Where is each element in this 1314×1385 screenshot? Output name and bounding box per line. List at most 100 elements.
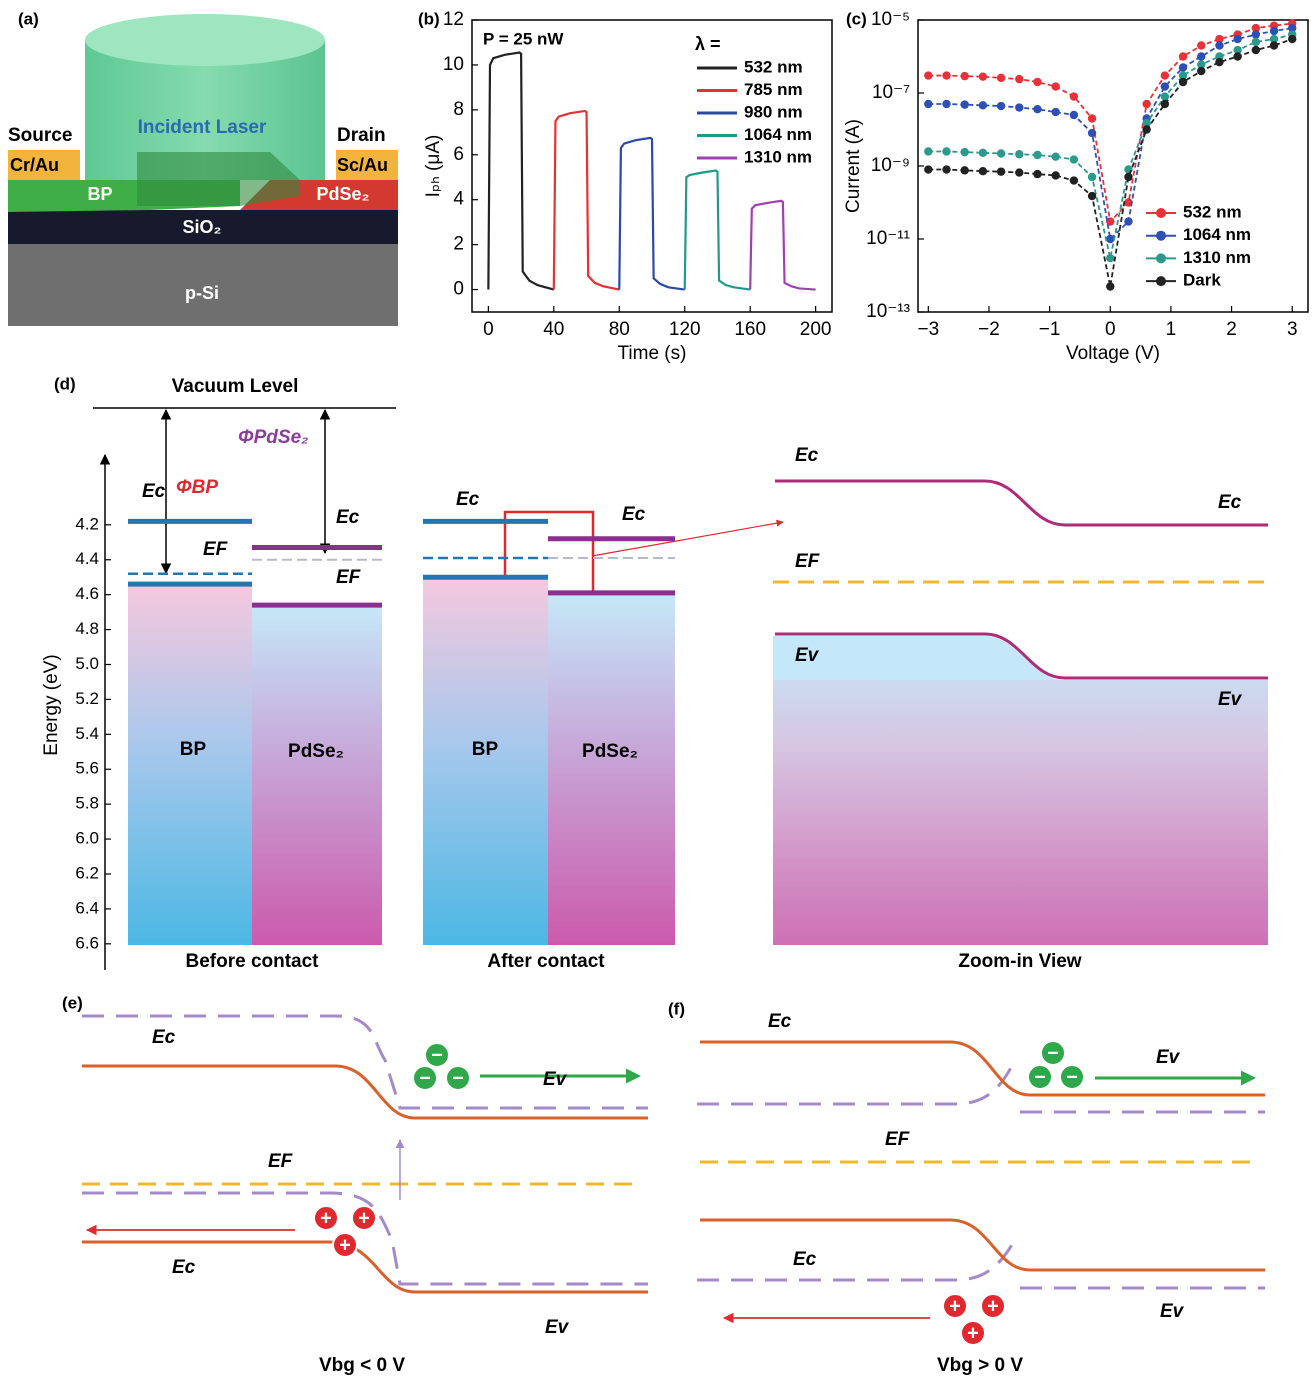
x-tick-label: −2 (978, 319, 1000, 340)
data-point (960, 100, 969, 109)
data-line (683, 169, 751, 291)
substrate-label: p-Si (185, 283, 219, 303)
data-point (1015, 103, 1024, 112)
y-tick-label: 10⁻⁵ (871, 9, 910, 30)
y-tick-label: 6.4 (75, 898, 99, 917)
data-point (942, 165, 951, 174)
band-label: Ev (1218, 689, 1243, 710)
x-tick-label: 0 (1105, 319, 1116, 340)
plot-frame (471, 19, 833, 313)
legend-label: 1310 nm (1183, 248, 1251, 267)
charge-sign: + (967, 1322, 979, 1344)
drain-metal (336, 150, 398, 180)
source-label: Source (8, 125, 72, 146)
legend-marker (1156, 276, 1166, 287)
data-point (1087, 191, 1097, 201)
band-label: Ev (795, 645, 820, 666)
band-label: EF (268, 1151, 294, 1172)
overlap-region (137, 152, 300, 206)
band-label: Ec (336, 507, 360, 528)
substrate-layer (8, 244, 398, 326)
y-tick-label: 10⁻⁹ (871, 155, 910, 176)
data-point (1178, 71, 1188, 80)
band-label: Ec (152, 1027, 176, 1048)
panel-e-labels: Ec Ev EF Ec Ev Vbg < 0 V (152, 1027, 570, 1376)
data-point (942, 71, 951, 80)
band-label: Ec (622, 504, 646, 525)
data-point (924, 165, 933, 174)
legend-marker (1156, 230, 1166, 241)
charge-sign: − (431, 1044, 443, 1066)
y-tick-label: 4.8 (75, 619, 99, 638)
data-point (1033, 150, 1042, 160)
x-axis-label: Time (s) (618, 343, 687, 364)
data-point (1087, 128, 1097, 138)
band-label: Ec (793, 1249, 817, 1270)
data-line (618, 136, 685, 291)
data-point (1251, 37, 1261, 47)
data-line (928, 33, 1293, 259)
data-point (978, 167, 988, 176)
data-point (1178, 63, 1188, 72)
work-function-label: ΦPdSe₂ (238, 427, 308, 448)
data-point (1288, 34, 1297, 44)
charge-sign: − (1034, 1066, 1046, 1088)
x-tick-label: 0 (483, 319, 494, 340)
oxide-label: SiO₂ (182, 217, 221, 237)
y-tick-label: 6.0 (75, 829, 99, 848)
x-tick-label: 120 (669, 319, 701, 340)
data-point (1069, 155, 1079, 164)
electron: − (1059, 1064, 1085, 1090)
source-metal-label: Cr/Au (10, 155, 59, 175)
data-point (960, 147, 969, 157)
data-point (1069, 92, 1079, 101)
hole: + (960, 1320, 986, 1346)
data-point (1215, 34, 1224, 44)
conduction-band (700, 1040, 1265, 1097)
data-point (1124, 165, 1133, 174)
y-tick-label: 10⁻¹³ (866, 301, 910, 322)
data-point (1106, 234, 1115, 244)
data-point (1178, 52, 1188, 61)
y-tick-label: 10 (443, 54, 464, 75)
charge-sign: + (320, 1207, 332, 1229)
band-label: Ev (543, 1069, 568, 1090)
legend-marker (1156, 253, 1166, 264)
data-point (1106, 282, 1115, 291)
data-point (1160, 99, 1170, 109)
data-point (1233, 45, 1242, 55)
electron: − (1040, 1040, 1066, 1066)
band-label: EF (203, 539, 229, 560)
legend-label: 532 nm (1183, 202, 1242, 221)
zoom-mask (773, 630, 1268, 678)
data-point (1124, 217, 1133, 226)
legend-label: 1310 nm (744, 147, 812, 166)
y-tick-label: 4.2 (75, 514, 99, 533)
y-tick-label: 6 (453, 144, 464, 165)
y-tick-label: 4 (453, 189, 464, 210)
valence-band-dashed (697, 1237, 1265, 1290)
data-point (1051, 152, 1060, 161)
data-point (1051, 171, 1060, 180)
conduction-band (82, 1064, 648, 1120)
hole: + (313, 1205, 339, 1231)
electron: − (412, 1065, 438, 1091)
data-point (942, 147, 951, 156)
data-point (1015, 150, 1024, 159)
drain-metal-label: Sc/Au (337, 155, 388, 175)
data-point (1269, 26, 1279, 36)
x-tick-label: 40 (543, 319, 564, 340)
data-point (960, 166, 969, 175)
hole: + (332, 1232, 358, 1258)
data-point (996, 101, 1006, 111)
data-point (1033, 104, 1042, 114)
charge-sign: + (949, 1295, 961, 1317)
y-tick-label: 2 (453, 234, 464, 255)
hole: + (980, 1293, 1006, 1319)
panel-f-labels: Ec Ev EF Ec Ev Vbg > 0 V (768, 1011, 1185, 1376)
band-label: EF (795, 551, 821, 572)
band-diagram: Vacuum Level ΦBP ΦPdSe₂ Energy (eV) Ec E… (41, 376, 1268, 972)
electron: − (1027, 1064, 1053, 1090)
data-point (1197, 60, 1206, 69)
